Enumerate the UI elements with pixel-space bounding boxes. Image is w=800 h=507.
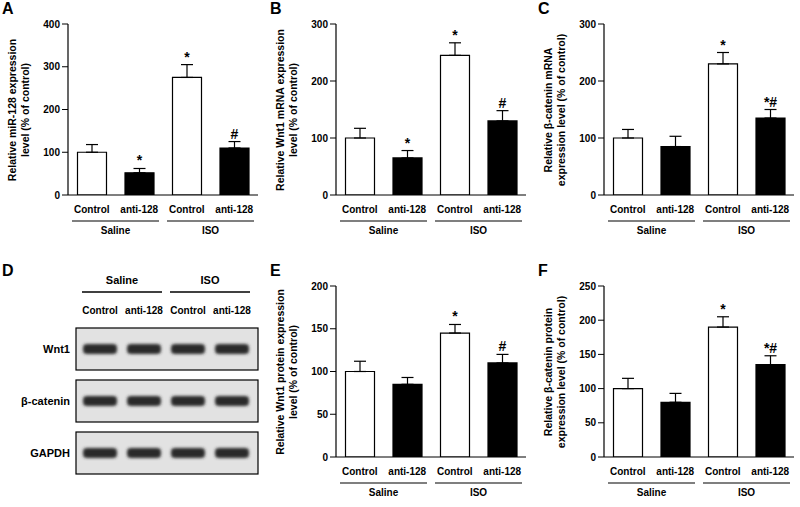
svg-text:100: 100 [579,133,596,144]
svg-text:#: # [231,126,239,142]
svg-text:anti-128: anti-128 [656,466,694,477]
svg-text:300: 300 [43,61,60,72]
svg-text:Control: Control [342,466,378,477]
html-text:expression level (% of control: expression level (% of control) [555,33,567,186]
svg-text:*#: *# [764,340,777,356]
html-text:B: B [270,0,282,17]
html-text:Relative β-catenin protein: Relative β-catenin protein [542,307,554,436]
svg-text:300: 300 [311,19,328,30]
svg-text:Control: Control [82,305,118,316]
html-text:level (% of control): level (% of control) [287,324,299,419]
svg-text:Control: Control [705,204,741,215]
svg-text:Saline: Saline [637,225,667,236]
svg-text:Control: Control [169,204,205,215]
svg-text:200: 200 [311,281,328,292]
svg-text:anti-128: anti-128 [751,466,789,477]
svg-text:0: 0 [322,452,328,463]
svg-text:β-catenin: β-catenin [21,395,70,407]
svg-text:150: 150 [311,323,328,334]
svg-text:GAPDH: GAPDH [30,447,70,459]
svg-text:Saline: Saline [101,225,131,236]
html-text:C: C [538,0,550,17]
svg-text:200: 200 [43,104,60,115]
svg-text:Control: Control [170,305,206,316]
svg-text:ISO: ISO [738,487,755,498]
svg-text:200: 200 [579,76,596,87]
svg-text:Saline: Saline [106,274,138,286]
svg-text:Saline: Saline [369,225,399,236]
html-text:F: F [538,262,548,279]
svg-text:#: # [499,95,507,111]
svg-text:0: 0 [54,190,60,201]
svg-text:Saline: Saline [637,487,667,498]
svg-text:ISO: ISO [202,225,219,236]
svg-text:*: * [184,49,190,65]
svg-text:Control: Control [610,204,646,215]
svg-text:0: 0 [322,190,328,201]
html-text:level (% of control): level (% of control) [287,62,299,157]
html-text:level (% of control): level (% of control) [19,62,31,157]
svg-text:ISO: ISO [738,225,755,236]
svg-text:*: * [452,27,458,43]
svg-text:*: * [720,37,726,53]
svg-text:Control: Control [437,466,473,477]
svg-text:anti-128: anti-128 [388,466,426,477]
html-text:E: E [270,262,281,279]
svg-text:anti-128: anti-128 [213,305,251,316]
svg-text:200: 200 [311,76,328,87]
svg-text:150: 150 [579,349,596,360]
svg-text:*: * [137,152,143,168]
svg-text:200: 200 [579,315,596,326]
svg-text:Control: Control [342,204,378,215]
svg-text:ISO: ISO [201,274,220,286]
svg-text:*: * [452,308,458,324]
svg-text:anti-128: anti-128 [656,204,694,215]
svg-text:Wnt1: Wnt1 [43,343,70,355]
svg-text:ISO: ISO [470,225,487,236]
svg-text:Control: Control [74,204,110,215]
svg-text:anti-128: anti-128 [125,305,163,316]
svg-text:100: 100 [579,383,596,394]
svg-text:50: 50 [585,417,597,428]
svg-text:*: * [720,301,726,317]
svg-text:0: 0 [590,452,596,463]
svg-text:100: 100 [43,147,60,158]
svg-text:100: 100 [311,366,328,377]
html-text:Relative Wnt1 protein expressi: Relative Wnt1 protein expression [274,288,286,455]
html-text:A: A [2,0,14,17]
svg-text:250: 250 [579,281,596,292]
svg-text:anti-128: anti-128 [215,204,253,215]
svg-text:Saline: Saline [369,487,399,498]
svg-text:*#: *# [764,94,777,110]
html-text:expression level (% of control: expression level (% of control) [555,295,567,448]
html-text:Relative Wnt1 mRNA expression: Relative Wnt1 mRNA expression [274,28,286,191]
svg-text:0: 0 [590,190,596,201]
svg-text:50: 50 [317,409,329,420]
svg-text:100: 100 [311,133,328,144]
svg-text:#: # [499,338,507,354]
html-text:D: D [2,262,14,279]
svg-text:anti-128: anti-128 [483,466,521,477]
svg-text:Control: Control [705,466,741,477]
html-text:Relative β-catenin mRNA: Relative β-catenin mRNA [542,47,554,172]
html-text:Relative miR-128 expression: Relative miR-128 expression [6,38,18,181]
svg-text:*: * [405,135,411,151]
svg-text:300: 300 [579,19,596,30]
svg-text:ISO: ISO [470,487,487,498]
svg-text:anti-128: anti-128 [120,204,158,215]
svg-text:Control: Control [437,204,473,215]
svg-text:400: 400 [43,19,60,30]
svg-text:anti-128: anti-128 [388,204,426,215]
svg-text:Control: Control [610,466,646,477]
svg-text:anti-128: anti-128 [751,204,789,215]
svg-text:anti-128: anti-128 [483,204,521,215]
